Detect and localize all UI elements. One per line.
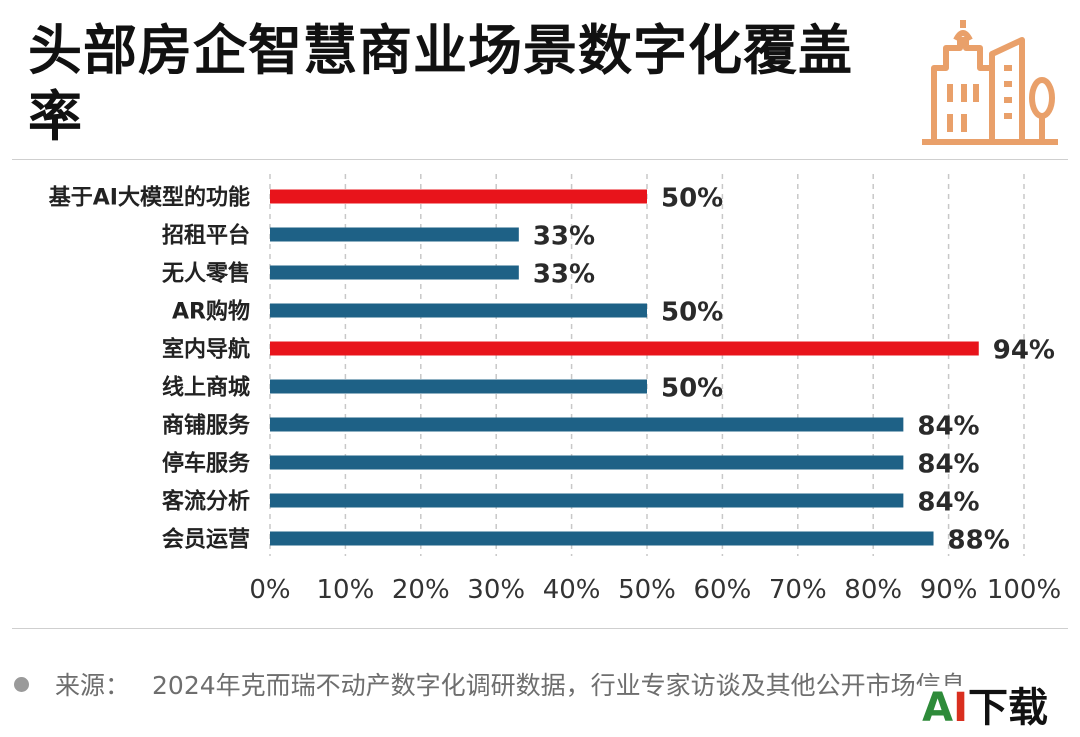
value-label: 84% xyxy=(917,488,979,518)
category-label: 停车服务 xyxy=(162,451,251,477)
footer-divider xyxy=(12,628,1068,629)
bar xyxy=(270,227,519,242)
x-tick-label: 30% xyxy=(467,575,525,605)
x-tick-label: 10% xyxy=(317,575,375,605)
category-label: 室内导航 xyxy=(162,337,250,363)
bar xyxy=(270,379,647,394)
x-tick-label: 60% xyxy=(694,575,752,605)
category-label: 线上商城 xyxy=(162,375,250,401)
category-label: 基于AI大模型的功能 xyxy=(49,185,250,211)
title-divider xyxy=(12,159,1068,160)
x-tick-label: 70% xyxy=(769,575,827,605)
source-note: 来源： 2024年克而瑞不动产数字化调研数据，行业专家访谈及其他公开市场信息 xyxy=(14,664,1080,704)
source-text: 2024年克而瑞不动产数字化调研数据，行业专家访谈及其他公开市场信息 xyxy=(152,671,966,700)
x-axis-ticks: 0% 10% 20% 30% 40% 50% 60% 70% 80% 90% 100% xyxy=(249,575,1061,605)
value-labels: 50% 33% 33% 50% 94% 50% 84% 84% 84% 88% xyxy=(533,184,1055,556)
x-tick-label: 20% xyxy=(392,575,450,605)
x-tick-label: 50% xyxy=(618,575,676,605)
value-label: 88% xyxy=(948,526,1010,556)
category-label: 客流分析 xyxy=(162,489,250,515)
buildings-icon xyxy=(922,20,1058,145)
value-label: 84% xyxy=(917,450,979,480)
value-label: 33% xyxy=(533,222,595,252)
bar xyxy=(270,341,979,356)
x-tick-label: 100% xyxy=(987,575,1061,605)
category-label: 会员运营 xyxy=(162,527,250,553)
value-label: 94% xyxy=(993,336,1055,366)
value-label: 33% xyxy=(533,260,595,290)
category-label: AR购物 xyxy=(172,299,250,325)
x-tick-label: 90% xyxy=(920,575,978,605)
page-title: 头部房企智慧商业场景数字化覆盖率 xyxy=(28,19,853,148)
value-label: 50% xyxy=(661,374,723,404)
watermark-a: A xyxy=(922,685,954,731)
bars xyxy=(270,189,979,546)
bar xyxy=(270,493,904,508)
value-label: 50% xyxy=(661,184,723,214)
x-tick-label: 80% xyxy=(844,575,902,605)
bar xyxy=(270,303,647,318)
category-label: 招租平台 xyxy=(162,223,250,249)
category-label: 商铺服务 xyxy=(162,413,251,439)
value-label: 50% xyxy=(661,298,723,328)
bar xyxy=(270,417,904,432)
category-label: 无人零售 xyxy=(162,261,250,287)
bullet-dot xyxy=(14,676,29,692)
watermark-text: 下载 xyxy=(968,685,1048,731)
value-label: 84% xyxy=(917,412,979,442)
bar xyxy=(270,189,647,204)
watermark-logo: AI下载 xyxy=(918,686,1052,730)
watermark-i: I xyxy=(953,685,968,731)
bar xyxy=(270,455,904,470)
bar xyxy=(270,531,934,546)
bar xyxy=(270,265,519,280)
x-tick-label: 0% xyxy=(249,575,290,605)
x-tick-label: 40% xyxy=(543,575,601,605)
source-label: 来源： xyxy=(55,671,131,700)
